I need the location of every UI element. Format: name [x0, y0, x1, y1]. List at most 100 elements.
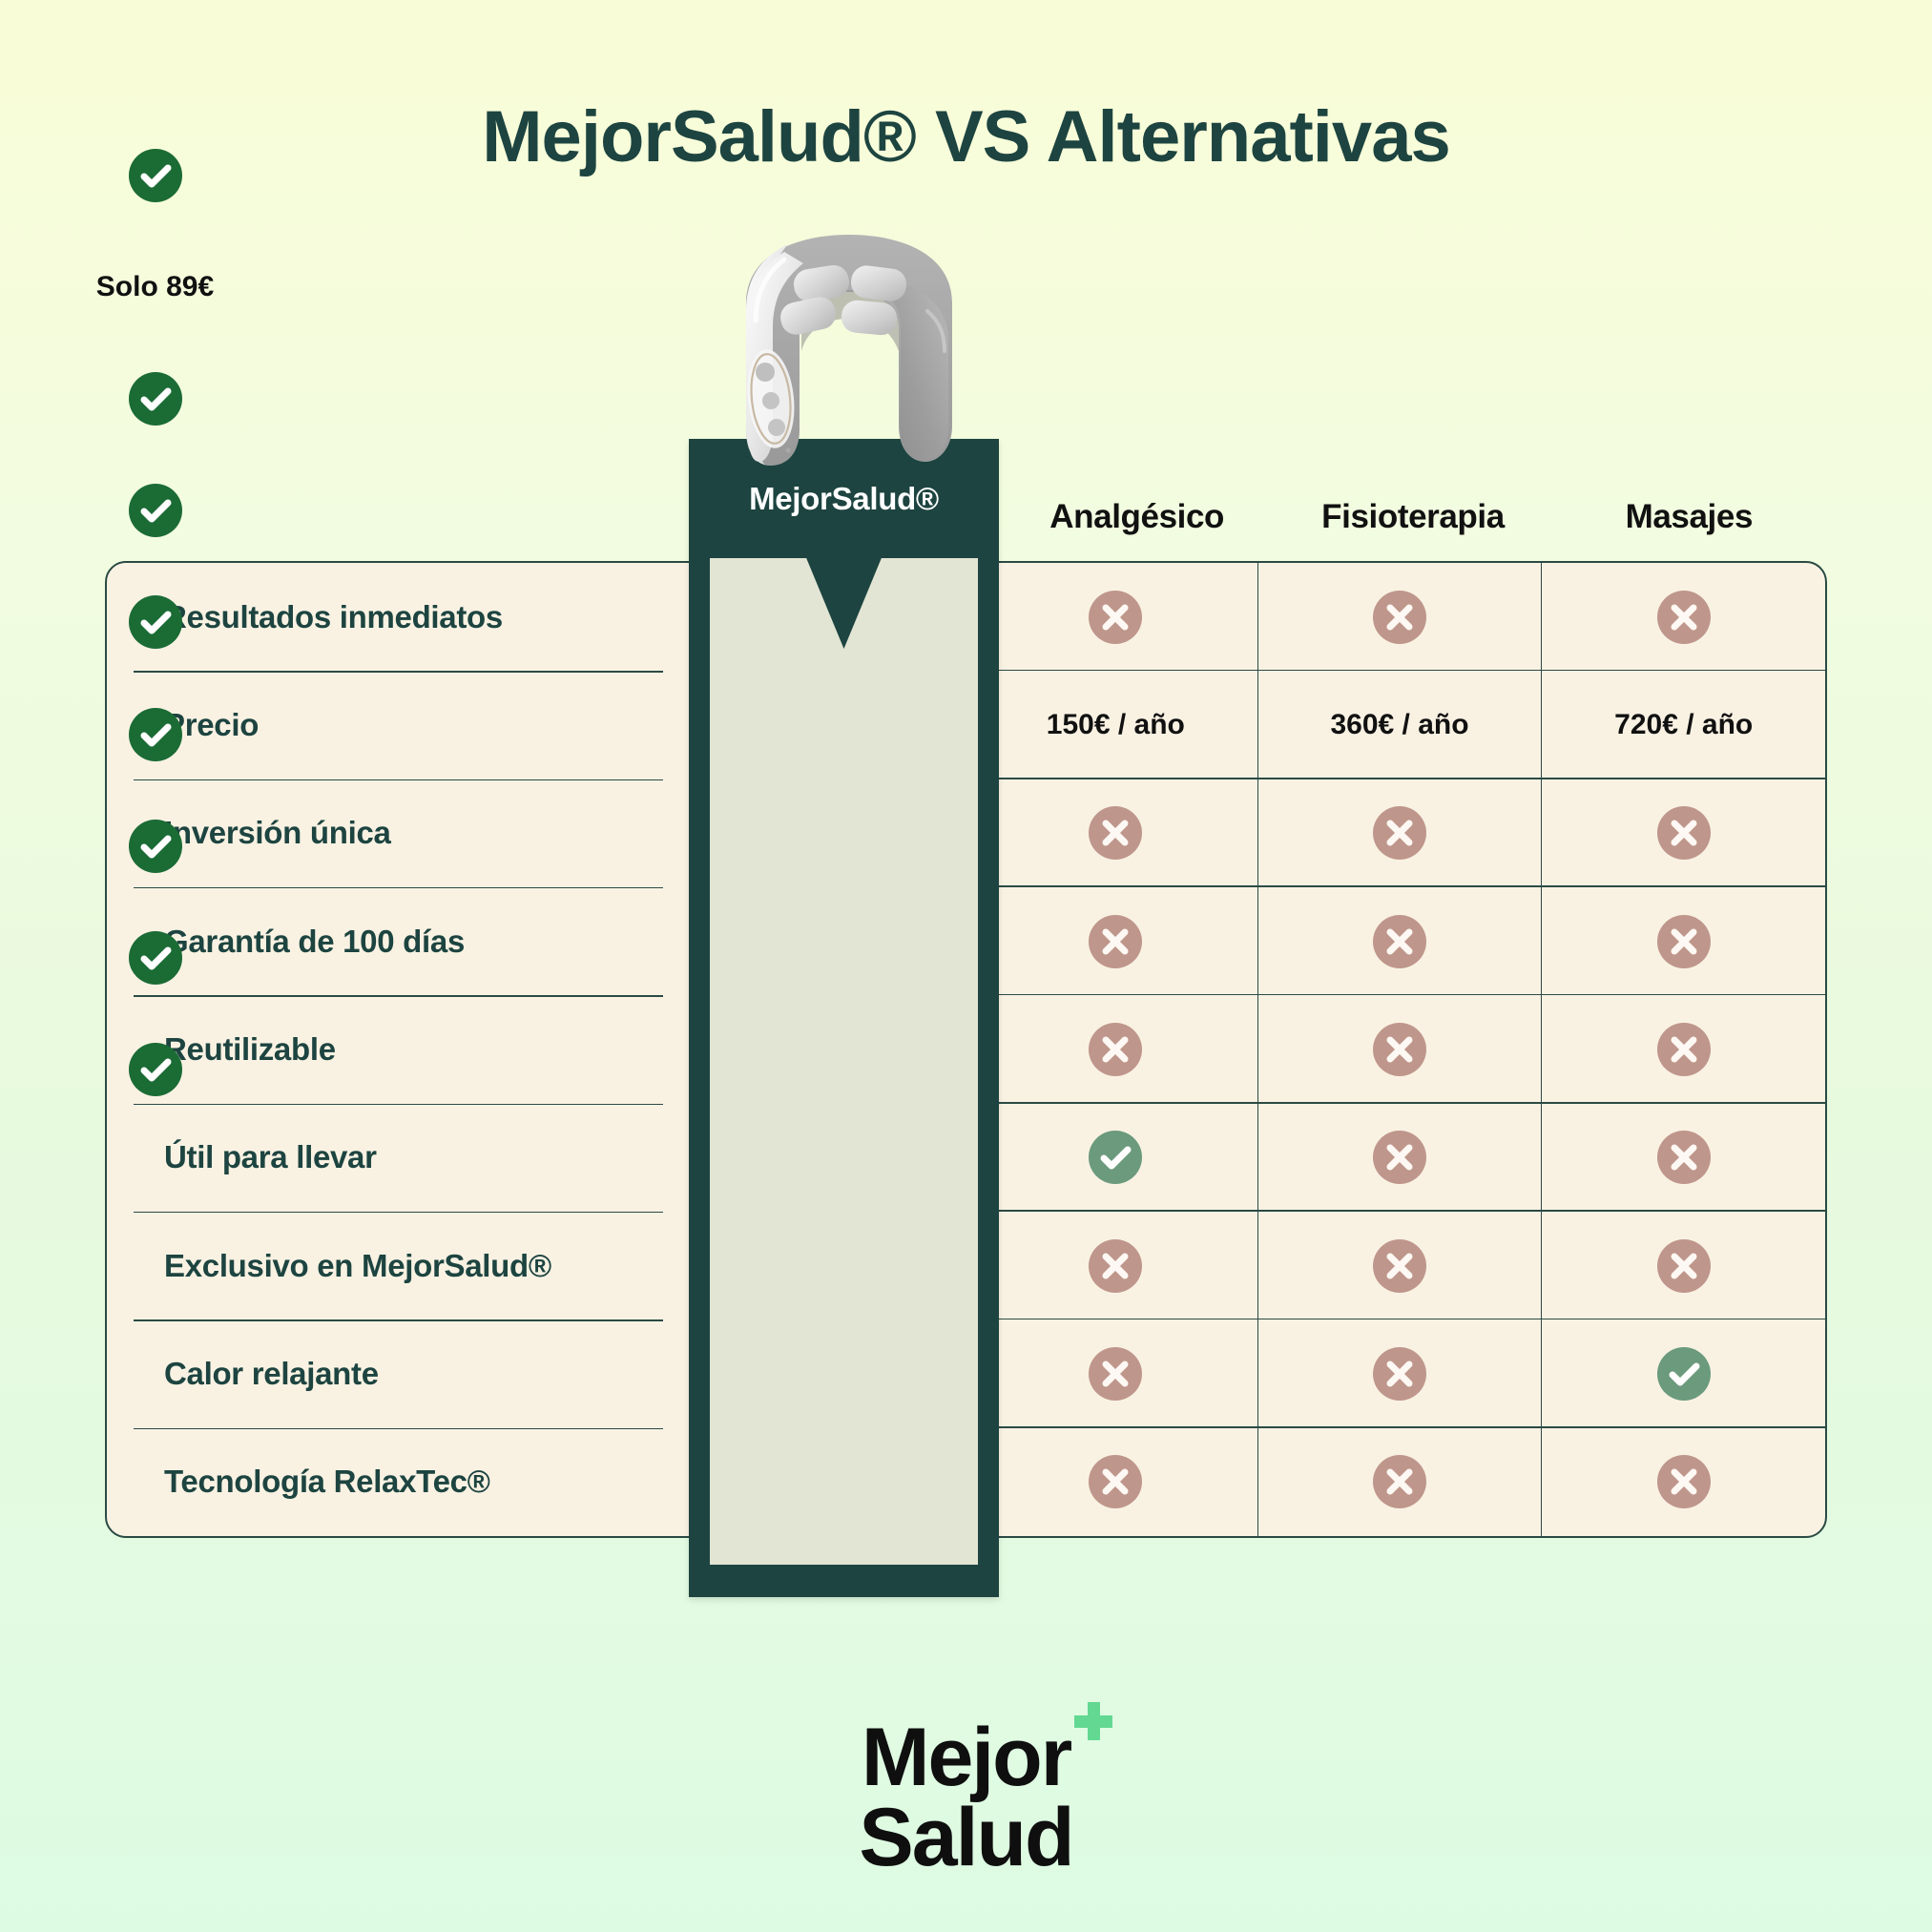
- table-column-headers: Analgésico Fisioterapia Masajes: [999, 498, 1827, 555]
- row-label: Calor relajante: [107, 1319, 663, 1430]
- table-row: Resultados inmediatos: [107, 563, 1825, 674]
- cell-masajes: [1541, 563, 1825, 672]
- table-row: Inversión única: [107, 779, 1825, 889]
- cell-fisioterapia: [1257, 886, 1542, 996]
- cross-icon: [1089, 1238, 1143, 1293]
- cell-mejorsalud: [21, 119, 289, 231]
- column-header-fisioterapia: Fisioterapia: [1321, 498, 1505, 535]
- cross-icon: [1656, 1022, 1711, 1076]
- check-icon: [1656, 1346, 1711, 1401]
- cross-icon: [1373, 590, 1426, 644]
- cell-mejorsalud: [21, 343, 289, 454]
- table-row: Exclusivo en MejorSalud®: [107, 1211, 1825, 1322]
- cell-mejorsalud: [21, 790, 289, 902]
- check-icon: [128, 484, 182, 538]
- cross-icon: [1656, 1455, 1711, 1509]
- check-icon: [128, 595, 182, 650]
- cross-icon: [1089, 590, 1143, 644]
- cell-masajes: [1541, 1211, 1825, 1320]
- cross-icon: [1373, 1131, 1426, 1185]
- cross-icon: [1373, 806, 1426, 861]
- column-header-mejorsalud: MejorSalud®: [749, 480, 939, 516]
- cell-masajes: [1541, 1427, 1825, 1536]
- row-label: Exclusivo en MejorSalud®: [107, 1212, 663, 1322]
- check-icon: [128, 372, 182, 426]
- cell-masajes: [1541, 1319, 1825, 1428]
- table-row: Tecnología RelaxTec®: [107, 1427, 1825, 1536]
- cross-icon: [1373, 1238, 1426, 1293]
- cross-icon: [1089, 914, 1143, 968]
- cell-fisioterapia: [1257, 1103, 1542, 1213]
- cell-mejorsalud: Solo 89€: [95, 270, 215, 302]
- cell-analgesico: [973, 886, 1257, 996]
- cell-masajes: [1541, 1103, 1825, 1213]
- column-header-analgesico: Analgésico: [1049, 498, 1225, 535]
- cross-icon: [1656, 1238, 1711, 1293]
- cell-mejorsalud: [21, 903, 289, 1014]
- cell-analgesico: [973, 1319, 1257, 1428]
- cell-fisioterapia: [1257, 1427, 1542, 1536]
- row-label: Útil para llevar: [107, 1104, 663, 1214]
- check-icon: [128, 707, 182, 761]
- check-icon: [128, 819, 182, 873]
- brand-logo: Mejor Salud: [0, 1702, 1932, 1884]
- column-header-masajes: Masajes: [1625, 498, 1754, 535]
- row-label: Inversión única: [107, 779, 663, 889]
- check-icon: [128, 148, 182, 202]
- cell-analgesico: [973, 995, 1257, 1104]
- cross-icon: [1656, 1131, 1711, 1185]
- cross-icon: [1373, 1022, 1426, 1076]
- cross-icon: [1656, 590, 1711, 644]
- row-label: Reutilizable: [107, 995, 663, 1106]
- table-row: Reutilizable: [107, 995, 1825, 1106]
- logo-line-2: Salud: [859, 1792, 1074, 1884]
- cell-fisioterapia: [1257, 779, 1542, 888]
- row-label: Tecnología RelaxTec®: [164, 1464, 490, 1500]
- cross-icon: [1089, 806, 1143, 861]
- plus-icon: [1074, 1702, 1113, 1740]
- table-row: Precio 150€ / año 360€ / año 720€ / año: [107, 671, 1825, 781]
- cross-icon: [1089, 1346, 1143, 1401]
- cell-fisioterapia: [1257, 995, 1542, 1104]
- cross-icon: [1656, 914, 1711, 968]
- row-label: Garantía de 100 días: [107, 887, 663, 998]
- cell-mejorsalud: [21, 678, 289, 790]
- check-icon: [1089, 1131, 1143, 1185]
- cell-fisioterapia: [1257, 563, 1542, 672]
- cross-icon: [1656, 806, 1711, 861]
- table-row: Útil para llevar: [107, 1103, 1825, 1214]
- cell-masajes: [1541, 995, 1825, 1104]
- cell-analgesico: [973, 1103, 1257, 1213]
- cell-masajes: [1541, 886, 1825, 996]
- cell-analgesico: [973, 1211, 1257, 1320]
- cross-icon: [1373, 914, 1426, 968]
- product-image: [706, 229, 992, 467]
- table-row: Calor relajante: [107, 1319, 1825, 1430]
- cross-icon: [1373, 1346, 1426, 1401]
- cross-icon: [1089, 1455, 1143, 1509]
- check-icon: [128, 1043, 182, 1097]
- cell-masajes: 720€ / año: [1541, 671, 1825, 779]
- check-icon: [128, 931, 182, 986]
- cell-analgesico: [973, 779, 1257, 888]
- highlight-column-mejorsalud: MejorSalud®: [689, 439, 999, 1597]
- cell-fisioterapia: [1257, 1211, 1542, 1320]
- highlight-column-cells: Solo 89€: [21, 119, 289, 1126]
- cell-fisioterapia: 360€ / año: [1257, 671, 1542, 779]
- logo-line-1-wrap: Mejor: [862, 1702, 1113, 1798]
- cross-icon: [1089, 1022, 1143, 1076]
- cell-fisioterapia: [1257, 1319, 1542, 1428]
- cross-icon: [1373, 1455, 1426, 1509]
- cell-analgesico: [973, 1427, 1257, 1536]
- cell-analgesico: [973, 563, 1257, 672]
- cell-mejorsalud: [21, 1014, 289, 1126]
- cell-masajes: [1541, 779, 1825, 888]
- cell-analgesico: 150€ / año: [973, 671, 1257, 779]
- highlight-column-body: [710, 558, 978, 1565]
- cell-mejorsalud: [21, 455, 289, 567]
- cell-mejorsalud: [21, 567, 289, 678]
- row-label: Resultados inmediatos: [107, 563, 663, 674]
- page-title: MejorSalud® VS Alternativas: [482, 96, 1450, 177]
- table-row: Garantía de 100 días: [107, 886, 1825, 998]
- logo-line-1: Mejor: [861, 1712, 1072, 1803]
